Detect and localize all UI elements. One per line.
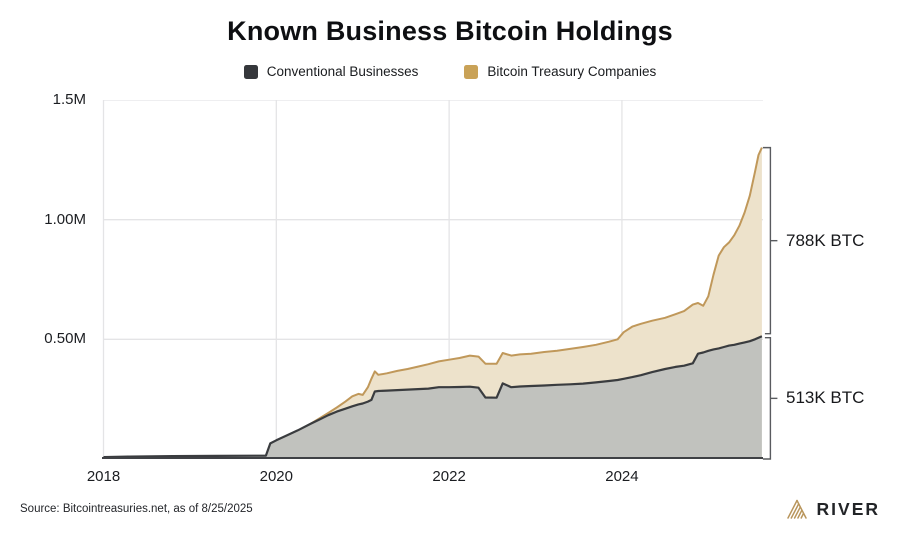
x-tick-label: 2022 (432, 468, 466, 485)
legend-label-treasury: Bitcoin Treasury Companies (487, 64, 657, 79)
chart-title: Known Business Bitcoin Holdings (227, 16, 673, 46)
annotation-treasury-total: 788K BTC (786, 230, 865, 250)
bracket-treasury (762, 146, 772, 335)
bracket-conventional (762, 337, 772, 460)
y-tick-label: 0.50M (44, 330, 86, 348)
source-caption: Source: Bitcointreasuries.net, as of 8/2… (20, 503, 253, 515)
x-tick-label: 2018 (86, 468, 121, 485)
treasury-area (103, 147, 762, 458)
x-tick-label: 2024 (605, 468, 639, 485)
legend-item-conventional: Conventional Businesses (243, 64, 419, 79)
legend-label-conventional: Conventional Businesses (266, 64, 419, 79)
legend: Conventional Businesses Bitcoin Treasury… (0, 64, 900, 79)
y-tick-label: 1.5M (52, 91, 86, 108)
brand-name: RIVER (816, 498, 880, 519)
treasury-line (310, 147, 763, 425)
conventional-area (103, 336, 762, 459)
river-mountain-icon (786, 499, 807, 519)
conventional-swatch-icon (243, 64, 258, 79)
legend-item-treasury: Bitcoin Treasury Companies (464, 64, 656, 79)
treasury-swatch-icon (464, 64, 479, 79)
x-tick-label: 2020 (259, 468, 293, 485)
annotation-conventional-total: 513K BTC (786, 388, 865, 408)
conventional-line (103, 335, 763, 459)
brand-logo: RIVER (784, 497, 880, 521)
plot-area (102, 100, 778, 460)
y-tick-label: 1.00M (44, 210, 86, 228)
